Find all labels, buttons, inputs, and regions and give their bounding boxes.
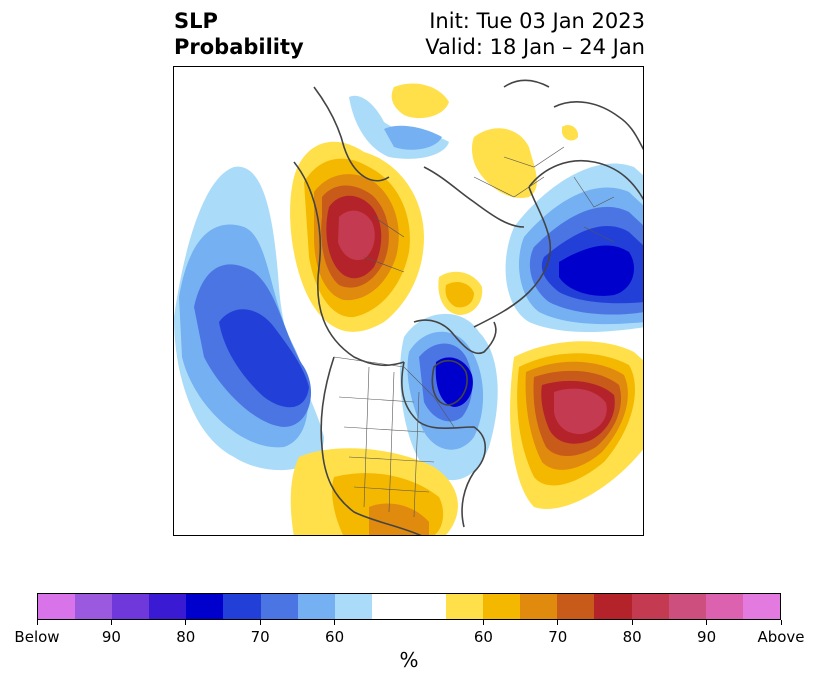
colorbar-tick-label: 60 — [325, 628, 345, 646]
colorbar-cell — [149, 594, 187, 619]
colorbar-tick-label: 80 — [176, 628, 196, 646]
colorbar-cell — [75, 594, 113, 619]
atlantic-high-anomaly — [510, 341, 643, 509]
colorbar-cell — [260, 594, 298, 619]
colorbar-tick-mark — [557, 620, 559, 625]
arctic-warm-patches — [391, 83, 579, 315]
colorbar-tick-label: 70 — [548, 628, 568, 646]
variable-subtitle: Probability — [174, 35, 304, 59]
colorbar-tick-mark — [780, 620, 782, 625]
colorbar-tick-mark — [631, 620, 633, 625]
valid-range: Valid: 18 Jan – 24 Jan — [425, 35, 645, 59]
political-borders — [333, 146, 615, 518]
colorbar-tick-label: 70 — [250, 628, 270, 646]
colorbar-cell — [446, 594, 484, 619]
colorbar-tick-label: Below — [14, 628, 60, 646]
variable-title: SLP — [174, 9, 218, 33]
colorbar-cell — [631, 594, 669, 619]
colorbar-cell — [186, 594, 224, 619]
colorbar-tick-label: 60 — [473, 628, 493, 646]
colorbar-tick-mark — [259, 620, 261, 625]
colorbar-cell — [594, 594, 632, 619]
colorbar-cell — [112, 594, 150, 619]
colorbar-cell — [371, 594, 409, 619]
coastlines — [293, 79, 643, 535]
colorbar-tick-mark — [36, 620, 38, 625]
colorbar-tick-mark — [482, 620, 484, 625]
colorbar-tick-mark — [334, 620, 336, 625]
colorbar-cell — [557, 594, 595, 619]
colorbar-tick-label: 90 — [697, 628, 717, 646]
colorbar-cell — [408, 594, 447, 619]
colorbar-tick-label: 90 — [101, 628, 121, 646]
colorbar-cell — [520, 594, 558, 619]
siberia-low-anomaly — [505, 163, 643, 332]
colorbar-cell — [38, 594, 76, 619]
colorbar-cell — [742, 594, 780, 619]
pacific-low-anomaly — [174, 166, 324, 471]
colorbar-tick-label: Above — [757, 628, 805, 646]
map-graphic — [174, 79, 643, 535]
colorbar-cell — [223, 594, 261, 619]
arctic-cool-patches — [349, 95, 449, 159]
colorbar-tick-mark — [706, 620, 708, 625]
colorbar-cell — [334, 594, 372, 619]
hudson-low-anomaly — [400, 313, 498, 481]
colorbar — [37, 593, 781, 620]
colorbar-cell — [483, 594, 521, 619]
probability-map — [173, 66, 644, 536]
colorbar-cell — [705, 594, 743, 619]
title-right: Init: Tue 03 Jan 2023 Valid: 18 Jan – 24… — [425, 8, 645, 60]
init-date: Init: Tue 03 Jan 2023 — [429, 9, 645, 33]
colorbar-tick-mark — [110, 620, 112, 625]
colorbar-cell — [668, 594, 706, 619]
title-left: SLP Probability — [174, 8, 304, 60]
colorbar-unit-label: % — [399, 648, 419, 672]
colorbar-tick-mark — [185, 620, 187, 625]
colorbar-tick-label: 80 — [622, 628, 642, 646]
canada-high-anomaly — [290, 141, 424, 332]
colorbar-cell — [297, 594, 335, 619]
